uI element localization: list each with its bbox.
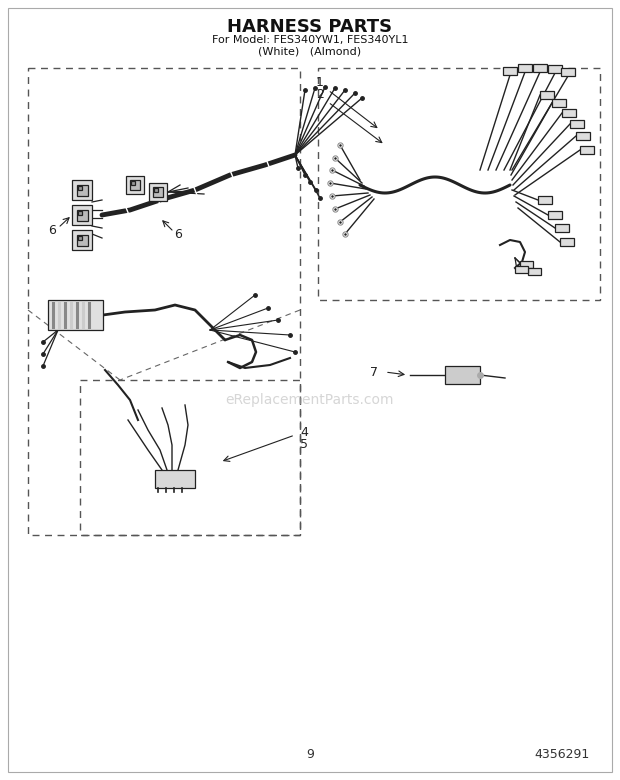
Bar [76, 210, 87, 221]
Text: 9: 9 [306, 749, 314, 761]
Bar [533, 64, 547, 72]
Bar [445, 366, 480, 384]
Text: 4: 4 [300, 426, 308, 438]
Bar [548, 211, 562, 219]
Bar [72, 180, 92, 200]
Text: 6: 6 [174, 229, 182, 242]
Text: 6: 6 [48, 224, 56, 236]
Text: (White)   (Almond): (White) (Almond) [259, 46, 361, 56]
Bar [154, 188, 158, 192]
Bar [560, 238, 574, 246]
Bar [548, 65, 562, 73]
Bar [561, 68, 575, 76]
Bar [149, 183, 167, 201]
Text: For Model: FES340YW1, FES340YL1: For Model: FES340YW1, FES340YL1 [212, 35, 408, 45]
Bar [518, 64, 532, 72]
Bar [570, 120, 584, 128]
Bar [520, 261, 533, 268]
Bar [538, 196, 552, 204]
Bar [515, 266, 528, 273]
Bar [76, 185, 87, 196]
Bar [130, 180, 140, 190]
Bar [503, 67, 517, 75]
Text: 5: 5 [300, 438, 308, 452]
Text: 7: 7 [370, 366, 378, 378]
Text: 1: 1 [316, 76, 324, 88]
Bar [131, 181, 135, 185]
Bar [72, 205, 92, 225]
Bar [78, 186, 82, 190]
Bar [155, 470, 195, 488]
Bar [552, 99, 566, 107]
Bar [540, 91, 554, 99]
Bar [48, 300, 103, 330]
Bar [78, 211, 82, 215]
Bar [562, 109, 576, 117]
Text: 4356291: 4356291 [534, 749, 590, 761]
Bar [80, 380, 300, 535]
Bar [28, 68, 300, 535]
Bar [153, 187, 163, 197]
Text: eReplacementParts.com: eReplacementParts.com [226, 393, 394, 407]
Text: 2: 2 [316, 88, 324, 101]
Bar [576, 132, 590, 140]
Bar [76, 235, 87, 246]
Bar [555, 224, 569, 232]
Text: HARNESS PARTS: HARNESS PARTS [228, 18, 392, 36]
Bar [126, 176, 144, 194]
Bar [318, 68, 600, 300]
Bar [580, 146, 594, 154]
Bar [78, 236, 82, 240]
Bar [72, 230, 92, 250]
Bar [528, 268, 541, 275]
